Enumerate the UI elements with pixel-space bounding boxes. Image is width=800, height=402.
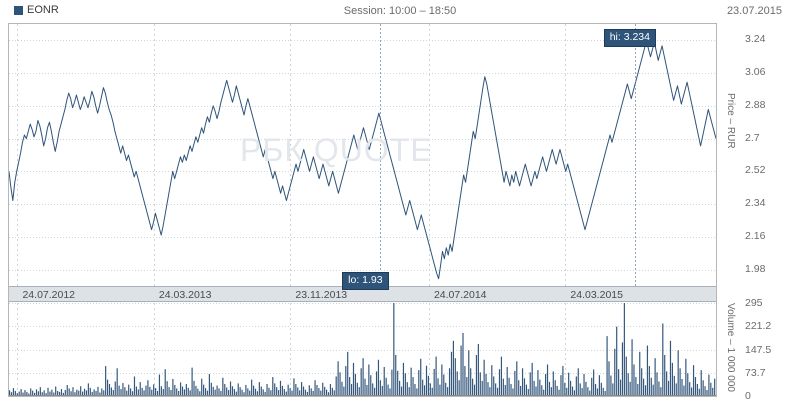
volume-axis-tick: 147.5 (745, 343, 772, 356)
volume-chart-svg (9, 303, 716, 396)
volume-bars (9, 303, 716, 396)
volume-axis-tick: 73.7 (745, 366, 766, 379)
high-price-badge: hi: 3.234 (603, 29, 656, 47)
price-axis-tick: 2.52 (745, 164, 766, 177)
volume-axis-tick: 0 (745, 390, 751, 402)
price-axis-tick: 1.98 (745, 262, 766, 275)
legend: EONR (14, 5, 59, 16)
price-axis-tick: 3.06 (745, 66, 766, 79)
price-axis-tick: 2.34 (745, 197, 766, 210)
price-line (9, 40, 716, 280)
chart-frame (8, 23, 717, 397)
session-label: Session: 10:00 – 18:50 (343, 5, 457, 17)
volume-axis-tick: 221.2 (745, 320, 772, 333)
date-axis-strip: 24.07.2012 24.03.2013 23.11.2013 24.07.2014… (9, 286, 716, 302)
date-axis-tick: 24.07.2012 (22, 289, 76, 301)
date-axis-tick: 24.03.2015 (570, 289, 623, 301)
legend-swatch-icon (14, 6, 23, 15)
price-axis-tick: 2.7 (745, 131, 760, 144)
price-chart-panel[interactable] (9, 24, 716, 286)
volume-axis-title: Volume – 1 000 000 (725, 303, 736, 392)
price-axis-tick: 3.24 (745, 33, 766, 46)
price-axis-title: Price – RUR (725, 93, 736, 149)
price-axis-tick: 2.88 (745, 98, 766, 111)
low-price-badge: lo: 1.93 (342, 272, 389, 290)
volume-chart-panel[interactable] (9, 303, 716, 396)
chart-header: EONR Session: 10:00 – 18:50 23.07.2015 (0, 0, 800, 24)
chart-date-label: 23.07.2015 (726, 5, 782, 17)
price-axis-tick: 2.16 (745, 229, 766, 242)
date-axis-tick: 23.11.2013 (295, 289, 348, 301)
date-axis-tick: 24.03.2013 (158, 289, 212, 301)
legend-ticker-label: EONR (27, 4, 59, 16)
volume-axis-tick: 295 (745, 297, 763, 309)
price-chart-svg (9, 24, 716, 286)
date-axis-tick: 24.07.2014 (433, 289, 487, 301)
